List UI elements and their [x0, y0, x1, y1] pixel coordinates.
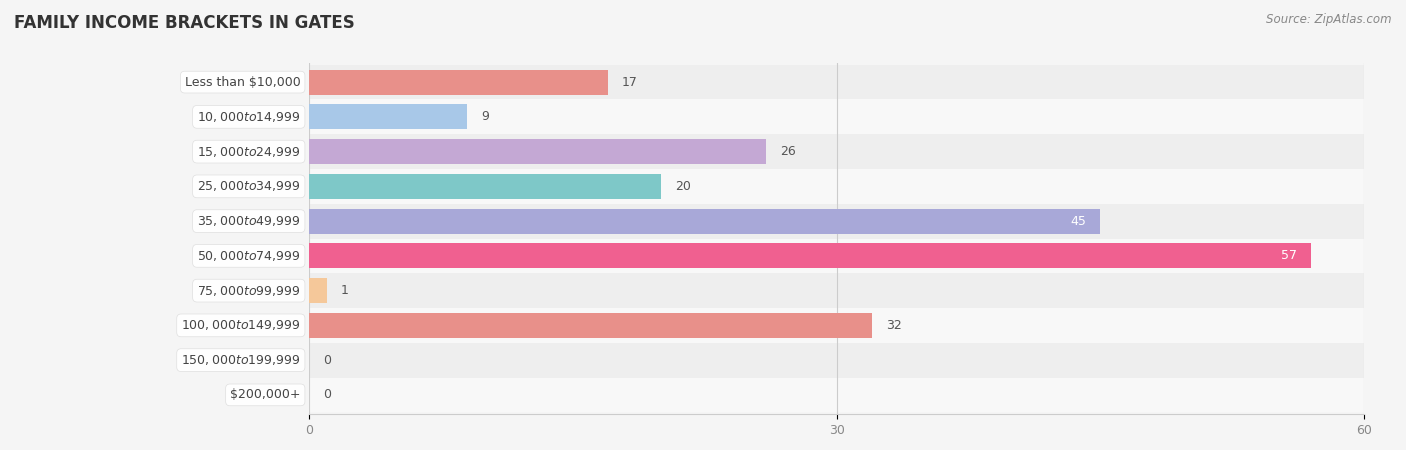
Bar: [309, 243, 1312, 268]
Bar: [309, 278, 326, 303]
Text: 45: 45: [1070, 215, 1087, 228]
Bar: [274, 238, 1399, 273]
Bar: [274, 99, 1399, 134]
Bar: [274, 273, 1399, 308]
Bar: [309, 70, 609, 94]
Text: FAMILY INCOME BRACKETS IN GATES: FAMILY INCOME BRACKETS IN GATES: [14, 14, 354, 32]
Text: 20: 20: [675, 180, 690, 193]
Text: 17: 17: [621, 76, 638, 89]
Text: 57: 57: [1281, 249, 1298, 262]
Bar: [274, 169, 1399, 204]
Text: $10,000 to $14,999: $10,000 to $14,999: [197, 110, 301, 124]
Bar: [309, 174, 661, 199]
Text: $75,000 to $99,999: $75,000 to $99,999: [197, 284, 301, 297]
Text: $100,000 to $149,999: $100,000 to $149,999: [181, 319, 301, 333]
Text: $25,000 to $34,999: $25,000 to $34,999: [197, 180, 301, 194]
Bar: [274, 378, 1399, 412]
Bar: [274, 65, 1399, 99]
Bar: [309, 313, 872, 338]
Bar: [274, 204, 1399, 238]
Text: Less than $10,000: Less than $10,000: [184, 76, 301, 89]
Bar: [274, 308, 1399, 343]
Text: $50,000 to $74,999: $50,000 to $74,999: [197, 249, 301, 263]
Bar: [274, 343, 1399, 378]
Bar: [309, 104, 467, 130]
Text: $150,000 to $199,999: $150,000 to $199,999: [181, 353, 301, 367]
Text: $200,000+: $200,000+: [231, 388, 301, 401]
Text: $15,000 to $24,999: $15,000 to $24,999: [197, 144, 301, 158]
Text: 0: 0: [323, 388, 332, 401]
Text: $35,000 to $49,999: $35,000 to $49,999: [197, 214, 301, 228]
Text: 32: 32: [886, 319, 901, 332]
Bar: [309, 139, 766, 164]
Text: 26: 26: [780, 145, 796, 158]
Text: Source: ZipAtlas.com: Source: ZipAtlas.com: [1267, 14, 1392, 27]
Bar: [309, 209, 1099, 234]
Text: 9: 9: [481, 110, 489, 123]
Bar: [274, 134, 1399, 169]
Text: 0: 0: [323, 354, 332, 367]
Text: 1: 1: [340, 284, 349, 297]
